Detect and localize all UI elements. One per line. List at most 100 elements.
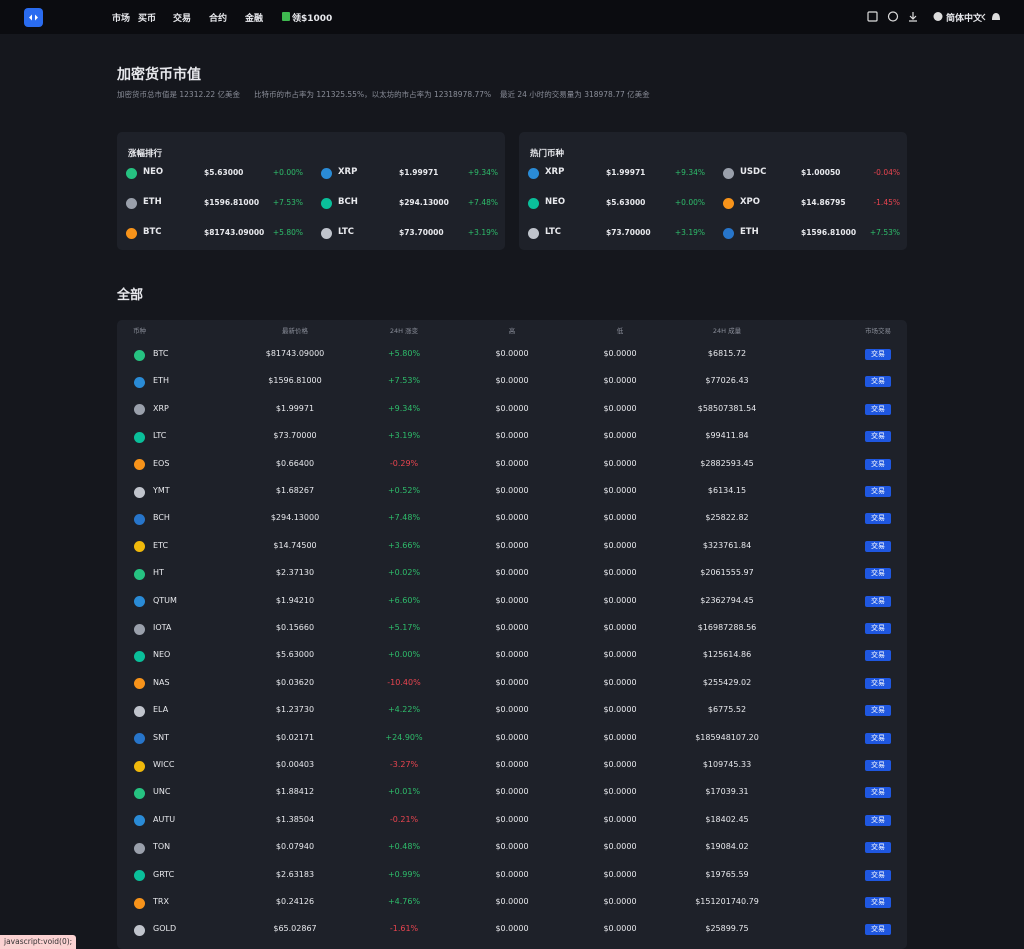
change-24h: -3.27% [389,760,419,769]
volume-24h: $6815.72 [707,349,747,358]
coin-name[interactable]: UNC [153,787,171,797]
coin-name[interactable]: SNT [153,732,169,742]
coin-name[interactable]: EOS [153,458,170,468]
trade-button[interactable]: 交易 [865,349,891,360]
coin-name[interactable]: NEO [545,197,566,207]
last-price: $0.24126 [275,897,315,906]
coin-name[interactable]: ETC [153,540,169,550]
coin-name[interactable]: BCH [153,513,170,523]
coin-name[interactable]: ELA [153,705,169,715]
logo[interactable] [24,8,43,27]
coin-price: $81743.09000 [204,228,265,237]
coin-icon [134,897,145,909]
coin-name[interactable]: USDC [740,167,767,177]
nav-item[interactable]: 买币 [138,14,157,24]
coin-name[interactable]: ETH [153,376,169,386]
nav-item[interactable]: 领$1000 [292,14,333,24]
coin-name[interactable]: XRP [338,167,358,177]
nav-item[interactable]: 金融 [245,14,264,24]
trade-button[interactable]: 交易 [865,677,891,689]
table-header: 币种 [133,327,146,335]
low: $0.0000 [603,458,637,468]
coin-icon [134,459,145,471]
coin-price: $294.13000 [399,198,449,207]
nav-item[interactable]: 交易 [173,14,192,24]
language[interactable]: 简体中文 [946,14,983,24]
coin-name[interactable]: YMT [153,486,170,495]
trade-button[interactable]: 交易 [865,540,891,552]
coin-change: +9.34% [467,168,498,177]
trade-button[interactable]: 交易 [865,924,891,936]
trade-button[interactable]: 交易 [865,705,891,717]
last-price: $14.74500 [273,540,317,550]
coin-name[interactable]: GOLD [153,924,177,934]
coin-name[interactable]: NAS [153,677,170,687]
coin-name[interactable]: QTUM [153,595,177,605]
nav-item[interactable]: 合约 [209,14,228,24]
change-24h: +0.00% [387,650,421,660]
coin-name[interactable]: XRP [153,403,169,413]
coin-name[interactable]: BTC [143,227,162,237]
trade-button[interactable]: 交易 [865,842,891,854]
high: $0.0000 [495,349,529,358]
last-price: $0.07940 [275,842,315,852]
coin-icon [134,733,145,745]
nav-item[interactable]: 市场 [112,14,131,24]
coin-name[interactable]: HT [153,568,164,578]
volume-24h: $185948107.20 [695,732,759,742]
coin-name[interactable]: GRTC [153,869,175,879]
trade-button[interactable]: 交易 [865,595,891,607]
trade-button[interactable]: 交易 [865,814,891,826]
trade-button[interactable]: 交易 [865,760,891,771]
trade-button[interactable]: 交易 [865,650,891,662]
coin-name[interactable]: TRX [153,897,169,906]
volume-24h: $58507381.54 [697,403,757,413]
last-price: $0.03620 [275,677,315,687]
coin-price: $1.99971 [399,168,439,177]
coin-icon [321,168,332,179]
coin-icon [723,198,734,209]
coin-name[interactable]: LTC [545,227,562,237]
coin-name[interactable]: LTC [153,431,167,441]
trade-button[interactable]: 交易 [865,403,891,415]
trade-button[interactable]: 交易 [865,568,891,580]
last-price: $0.00403 [275,760,315,769]
nav-gift-icon [282,12,290,21]
trade-button[interactable]: 交易 [865,431,891,443]
trade-button[interactable]: 交易 [865,787,891,799]
page-title: 加密货币市值 [117,67,201,83]
coin-change: +3.19% [674,228,705,237]
low: $0.0000 [603,869,637,879]
trade-button[interactable]: 交易 [865,486,891,497]
trade-button[interactable]: 交易 [865,376,891,388]
coin-name[interactable]: LTC [338,227,355,237]
coin-name[interactable]: ETH [740,227,759,237]
coin-price: $1.99971 [606,168,646,177]
coin-name[interactable]: WICC [153,760,175,769]
panel [519,132,907,250]
coin-name[interactable]: XPO [740,197,761,207]
last-price: $0.66400 [275,458,315,468]
trade-button[interactable]: 交易 [865,623,891,634]
coin-name[interactable]: NEO [153,650,171,660]
coin-icon [134,760,145,772]
coin-icon [126,228,137,239]
coin-name[interactable]: BTC [153,349,169,358]
coin-name[interactable]: ETH [143,197,162,207]
trade-button[interactable]: 交易 [865,869,891,881]
coin-change: +7.48% [467,198,498,207]
coin-name[interactable]: XRP [545,167,565,177]
coin-name[interactable]: NEO [143,167,164,177]
coin-name[interactable]: TON [153,842,171,852]
coin-name[interactable]: IOTA [153,623,172,632]
coin-name[interactable]: AUTU [153,814,176,824]
low: $0.0000 [603,623,637,632]
change-24h: +7.53% [387,376,421,386]
coin-name[interactable]: BCH [338,197,358,207]
trade-button[interactable]: 交易 [865,513,891,525]
volume-24h: $2362794.45 [700,595,754,605]
trade-button[interactable]: 交易 [865,458,891,470]
trade-button[interactable]: 交易 [865,732,891,744]
trade-button[interactable]: 交易 [865,897,891,908]
volume-24h: $125614.86 [702,650,752,660]
